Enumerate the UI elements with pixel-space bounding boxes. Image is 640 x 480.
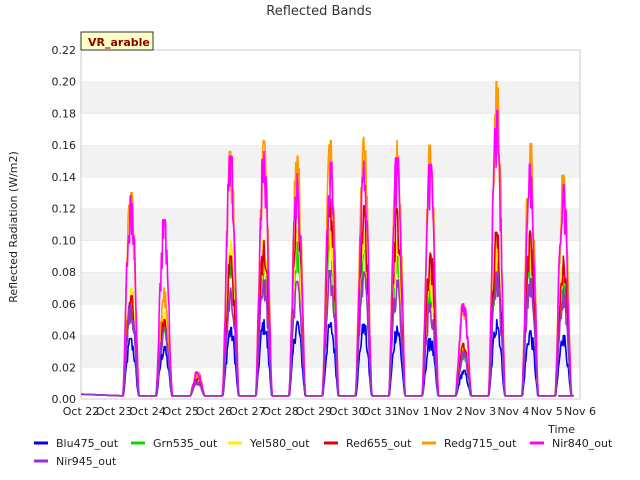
y-tick-label: 0.18 xyxy=(52,107,77,120)
x-tick-label: Oct 29 xyxy=(296,405,333,418)
legend-label-blu475-out: Blu475_out xyxy=(56,437,119,450)
series-lines xyxy=(80,80,575,397)
x-tick-label: Oct 28 xyxy=(262,405,299,418)
legend-label-nir840-out: Nir840_out xyxy=(552,437,613,450)
plot-frame xyxy=(80,49,581,400)
x-tick-label: Oct 31 xyxy=(362,405,399,418)
x-tick-label: Nov 2 xyxy=(431,405,463,418)
y-tick-label: 0.00 xyxy=(52,393,77,406)
grid-band xyxy=(81,367,580,399)
badge: VR_arable xyxy=(80,31,154,51)
y-tick-label: 0.20 xyxy=(52,76,77,89)
x-tick-label: Oct 30 xyxy=(329,405,366,418)
grid-band xyxy=(81,81,580,114)
y-tick-label: 0.12 xyxy=(52,203,77,216)
badge-box xyxy=(80,31,154,51)
y-tick-label: 0.10 xyxy=(52,234,77,247)
x-tick-label: Nov 1 xyxy=(398,405,430,418)
x-tick-label: Oct 23 xyxy=(96,405,133,418)
y-axis-ticks: 0.00 0.02 0.04 0.06 0.08 0.10 0.12 0.14 0.16 0.18… xyxy=(52,44,77,406)
legend: Blu475_out Grn535_out Yel580_out Red655_out… xyxy=(34,437,613,468)
x-tick-label: Oct 24 xyxy=(129,405,166,418)
chart-title: Reflected Bands xyxy=(266,4,372,19)
y-tick-label: 0.16 xyxy=(52,139,77,152)
x-axis-title: Time xyxy=(547,423,575,436)
x-tick-label: Oct 26 xyxy=(196,405,233,418)
legend-label-redg715-out: Redg715_out xyxy=(444,437,517,450)
series-line-nir945-out xyxy=(80,269,575,397)
y-tick-label: 0.02 xyxy=(52,361,77,374)
x-tick-label: Nov 5 xyxy=(531,405,563,418)
y-axis-title: Reflected Radiation (W/m2) xyxy=(7,151,20,303)
grid-band xyxy=(81,50,580,82)
x-tick-label: Nov 3 xyxy=(464,405,496,418)
x-tick-label: Nov 6 xyxy=(564,405,596,418)
y-tick-label: 0.08 xyxy=(52,266,77,279)
badge-label: VR_arable xyxy=(88,36,150,49)
grid-band xyxy=(81,335,580,368)
y-tick-label: 0.22 xyxy=(52,44,77,57)
legend-label-red655-out: Red655_out xyxy=(346,437,412,450)
y-tick-label: 0.04 xyxy=(52,330,77,343)
x-tick-label: Nov 4 xyxy=(497,405,529,418)
legend-label-nir945-out: Nir945_out xyxy=(56,455,117,468)
x-tick-label: Oct 22 xyxy=(63,405,100,418)
grid-band xyxy=(81,303,580,336)
y-tick-label: 0.06 xyxy=(52,298,77,311)
x-tick-label: Oct 27 xyxy=(229,405,266,418)
x-tick-label: Oct 25 xyxy=(163,405,200,418)
legend-label-yel580-out: Yel580_out xyxy=(249,437,310,450)
legend-label-grn535-out: Grn535_out xyxy=(153,437,218,450)
y-tick-label: 0.14 xyxy=(52,171,77,184)
